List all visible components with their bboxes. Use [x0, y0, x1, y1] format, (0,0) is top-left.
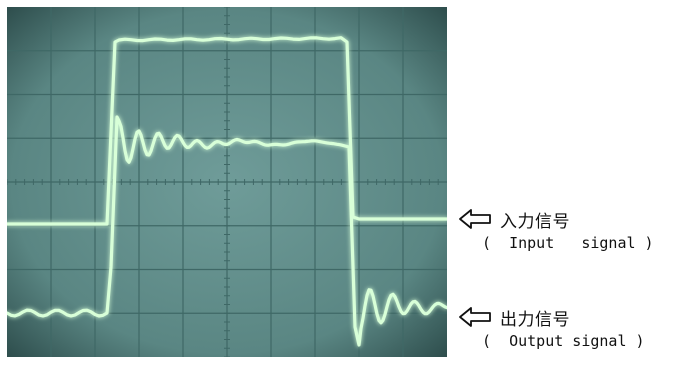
output-signal-trace	[7, 115, 447, 347]
left-arrow-icon	[459, 307, 491, 327]
oscilloscope-screen	[7, 7, 447, 357]
input-signal-trace	[7, 36, 447, 226]
input-signal-label-en: ( Input signal )	[482, 234, 654, 252]
oscilloscope-display	[7, 7, 447, 357]
input-signal-annotation: 入力信号 ( Input signal )	[458, 206, 654, 252]
output-signal-label-en: ( Output signal )	[482, 332, 645, 350]
graticule-grid	[7, 7, 447, 357]
left-arrow-icon	[459, 209, 491, 229]
output-signal-annotation: 出力信号 ( Output signal )	[458, 304, 645, 350]
input-signal-label-jp: 入力信号	[500, 211, 570, 232]
output-signal-label-jp: 出力信号	[500, 309, 570, 330]
